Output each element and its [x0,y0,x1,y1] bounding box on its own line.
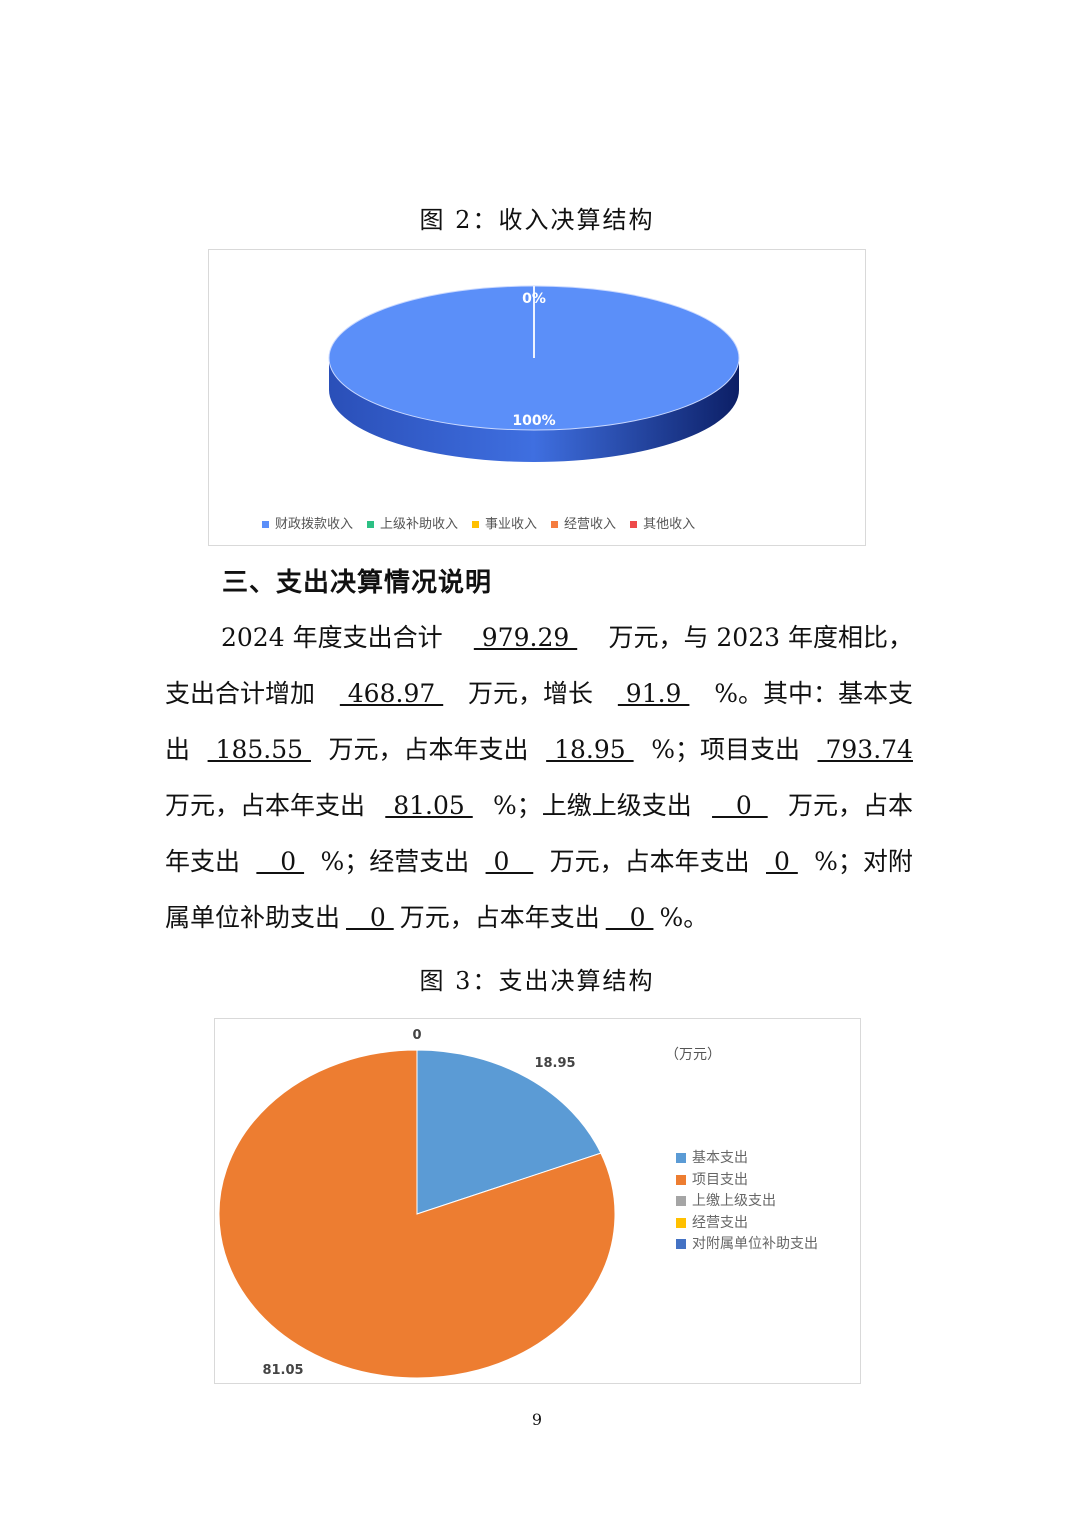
legend-label: 项目支出 [692,1171,748,1188]
text-segment: %；经营支出 [320,847,470,876]
income-pie: 0% 100% [328,285,740,462]
unit-label: （万元） [665,1047,721,1063]
text-segment: %；项目支出 [651,735,800,764]
legend-label: 基本支出 [692,1150,748,1166]
text-segment: 万元，与 2023 年度相比， [608,623,913,652]
legend-label: 对附属单位补助支出 [692,1236,818,1252]
legend-item: 财政拨款收入 [262,513,353,532]
page-number: 9 [531,1410,543,1429]
figure3-caption: 图 3：支出决算结构 [419,967,655,995]
legend-swatch [472,521,480,528]
income-legend: 财政拨款收入 上级补助收入 事业收入 经营收入 其他收入 [262,513,695,532]
legend-swatch [262,521,269,528]
expenditure-paragraph: 2024 年度支出合计 979.29 万元，与 2023 年度相比， 支出合计增加… [165,610,913,946]
legend-item: 对附属单位补助支出 [676,1234,818,1256]
legend-label: 经营支出 [692,1214,748,1231]
legend-label: 事业收入 [485,517,538,532]
data-label: 0 [412,1028,421,1043]
legend-item: 经营支出 [676,1213,818,1235]
legend-swatch [676,1239,686,1249]
text-segment: %。 [659,903,709,932]
value-blank: 18.95 [546,735,634,764]
legend-label: 财政拨款收入 [275,517,354,532]
legend-swatch [676,1153,686,1163]
figure2-caption: 图 2：收入决算结构 [419,206,655,234]
section-heading: 三、支出决算情况说明 [222,568,493,598]
legend-item: 上级补助收入 [367,513,458,532]
text-segment: 万元，占本 [787,791,913,820]
legend-label: 上缴上级支出 [692,1193,776,1209]
paragraph-line: 属单位补助支出 0 万元，占本年支出 0 %。 [165,890,913,946]
text-segment: 年支出 [165,847,241,876]
legend-item: 事业收入 [472,513,537,532]
legend-swatch [367,521,375,528]
paragraph-line: 支出合计增加 468.97 万元，增长 91.9 %。其中：基本支 [165,666,913,722]
expenditure-legend: 基本支出项目支出上缴上级支出 经营支出对附属单位补助支出 [676,1148,818,1256]
legend-label: 经营收入 [564,517,617,532]
text-segment: 万元，占本年支出 [165,791,366,820]
legend-item: 其他收入 [630,513,695,532]
pie-slice-side [329,358,739,462]
pie-slice-基本支出 [416,1049,602,1215]
text-segment: %；上缴上级支出 [493,791,692,820]
value-blank: 0 [605,903,654,932]
text-segment: 支出合计增加 [165,679,316,708]
text-segment: 出 [165,735,191,764]
legend-item: 项目支出 [676,1170,818,1192]
legend-swatch [676,1174,686,1185]
paragraph-line: 万元，占本年支出 81.05 %；上缴上级支出 0 万元，占本 [165,778,913,834]
paragraph-line: 出 185.55 万元，占本年支出 18.95 %；项目支出 793.74 [165,722,913,778]
legend-item: 基本支出 [676,1148,818,1170]
value-blank: 0 [766,847,798,876]
text-segment: 属单位补助支出 [165,903,341,932]
data-label: 81.05 [262,1363,303,1378]
value-blank: 793.74 [817,735,913,764]
data-label: 18.95 [534,1056,575,1071]
paragraph-line: 年支出 0 %；经营支出 0 万元，占本年支出 0 %；对附 [165,834,913,890]
pie-slice-项目支出 [218,1049,616,1379]
legend-swatch [551,521,559,528]
income-chart: 0% 100% [208,249,866,546]
expenditure-chart: 18.95 81.05 0 （万元） [214,1018,861,1384]
text-segment: 万元，占本年支出 [399,903,600,932]
legend-swatch [630,521,638,528]
value-blank: 0 [712,791,768,820]
text-segment: %；对附 [814,847,913,876]
legend-item: 上缴上级支出 [676,1191,818,1213]
value-blank: 468.97 [339,679,444,708]
text-segment: 万元，占本年支出 [328,735,529,764]
data-label: 100% [512,413,555,429]
legend-swatch [676,1217,686,1228]
legend-swatch [676,1196,686,1206]
value-blank: 0 [346,903,394,932]
value-blank: 0 [485,847,534,876]
value-blank: 979.29 [473,623,578,652]
legend-item: 经营收入 [551,513,616,532]
expenditure-pie: 18.95 81.05 0 （万元） [218,1028,721,1379]
value-blank: 81.05 [385,791,473,820]
paragraph-line: 2024 年度支出合计 979.29 万元，与 2023 年度相比， [165,610,913,666]
text-segment: 万元，增长 [468,679,594,708]
legend-label: 上级补助收入 [380,517,459,532]
legend-label: 其他收入 [643,517,696,532]
text-segment: 万元，占本年支出 [549,847,750,876]
data-label: 0% [522,291,546,307]
value-blank: 185.55 [207,735,311,764]
text-segment: %。其中：基本支 [714,679,913,708]
text-segment: 2024 年度支出合计 [221,623,443,652]
value-blank: 91.9 [617,679,690,708]
value-blank: 0 [256,847,305,876]
